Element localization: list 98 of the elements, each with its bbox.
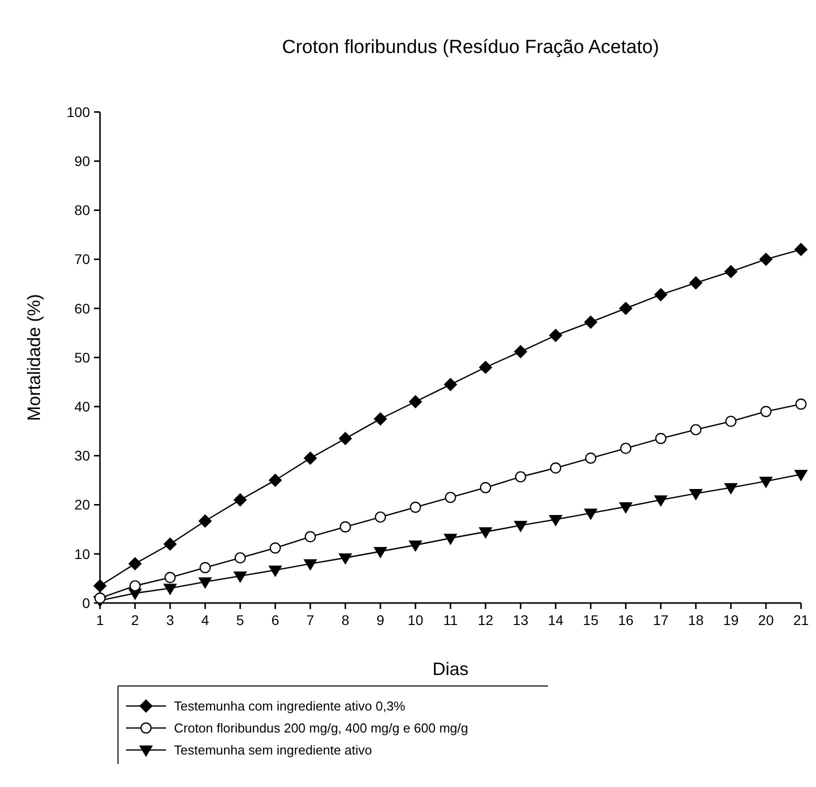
point: [408, 395, 422, 408]
point: [724, 483, 738, 494]
point: [514, 520, 528, 532]
y-tick-label: 70: [74, 251, 90, 268]
y-tick-label: 80: [74, 202, 90, 218]
x-tick-label: 2: [131, 612, 140, 628]
x-tick-label: 3: [166, 612, 174, 628]
point: [479, 527, 492, 538]
point: [759, 252, 772, 266]
point: [619, 302, 632, 315]
x-tick-label: 19: [723, 612, 739, 628]
point: [234, 552, 246, 564]
legend-label: Croton floribundus 200 mg/g, 400 mg/g e 600 mg/g: [174, 720, 468, 736]
point: [549, 328, 562, 342]
point: [128, 557, 142, 570]
point: [479, 360, 492, 374]
point: [584, 316, 598, 329]
x-tick-label: 9: [376, 612, 384, 628]
point: [198, 514, 212, 528]
x-tick-label: 5: [236, 612, 244, 628]
legend-label: Testemunha com ingrediente ativo 0,3%: [174, 698, 406, 714]
x-tick-label: 8: [341, 612, 350, 628]
x-tick-label: 13: [512, 612, 529, 628]
point: [304, 559, 317, 570]
point: [515, 471, 526, 482]
y-tick-label: 20: [74, 496, 90, 513]
point: [794, 242, 808, 256]
legend-label: Testemunha sem ingrediente ativo: [174, 742, 372, 758]
point: [304, 452, 317, 465]
y-axis-title: Mortalidade (%): [24, 294, 44, 422]
x-tick-label: 1: [96, 612, 104, 628]
point: [690, 424, 702, 436]
point: [270, 542, 281, 554]
point: [549, 515, 562, 526]
x-tick-label: 12: [478, 612, 494, 628]
x-tick-label: 16: [618, 612, 634, 628]
point: [164, 584, 177, 595]
point: [268, 474, 282, 487]
point: [304, 531, 316, 542]
x-tick-label: 15: [582, 612, 599, 628]
point: [410, 502, 422, 513]
point: [760, 406, 772, 418]
point: [234, 571, 247, 582]
point: [795, 398, 807, 410]
point: [198, 577, 212, 588]
x-tick-label: 21: [793, 612, 809, 628]
point: [759, 476, 772, 488]
y-tick-label: 50: [74, 349, 90, 366]
x-axis-title: Dias: [432, 659, 469, 679]
point: [620, 442, 632, 454]
point: [654, 495, 668, 506]
point: [234, 493, 247, 506]
point: [724, 265, 738, 278]
point: [725, 416, 736, 427]
x-tick-label: 6: [271, 612, 280, 628]
point: [338, 432, 352, 446]
y-tick-label: 10: [74, 546, 90, 562]
x-tick-label: 18: [688, 612, 704, 628]
point: [164, 538, 177, 551]
point: [94, 579, 106, 592]
point: [584, 508, 598, 520]
point: [444, 492, 456, 504]
x-tick-label: 20: [758, 612, 774, 628]
y-tick-label: 40: [74, 398, 90, 414]
point: [374, 412, 387, 426]
point: [338, 553, 352, 564]
point: [268, 566, 282, 577]
y-tick-label: 30: [74, 448, 90, 464]
x-tick-label: 17: [653, 612, 669, 628]
point: [514, 345, 528, 358]
y-tick-label: 0: [82, 594, 90, 611]
point: [654, 288, 668, 302]
chart-title: Croton floribundus (Resíduo Fração Acetato): [282, 37, 660, 58]
point: [794, 470, 808, 481]
point: [129, 580, 141, 592]
point: [585, 452, 596, 464]
x-tick-label: 14: [548, 612, 564, 628]
point: [340, 521, 351, 532]
point: [408, 540, 422, 552]
x-tick-label: 7: [306, 612, 314, 628]
point: [619, 502, 632, 514]
point: [374, 511, 386, 523]
point: [374, 546, 387, 558]
point: [444, 534, 457, 545]
point: [655, 432, 666, 444]
point: [164, 572, 176, 584]
y-tick-label: 60: [74, 300, 90, 316]
x-tick-label: 10: [408, 612, 424, 628]
point: [689, 489, 702, 500]
point: [550, 462, 562, 474]
point: [480, 482, 492, 494]
x-tick-label: 11: [443, 612, 458, 628]
point: [689, 276, 702, 290]
point: [444, 378, 457, 392]
y-tick-label: 100: [66, 104, 90, 120]
point: [200, 562, 211, 574]
y-tick-label: 90: [74, 153, 90, 169]
x-tick-label: 4: [201, 612, 210, 628]
